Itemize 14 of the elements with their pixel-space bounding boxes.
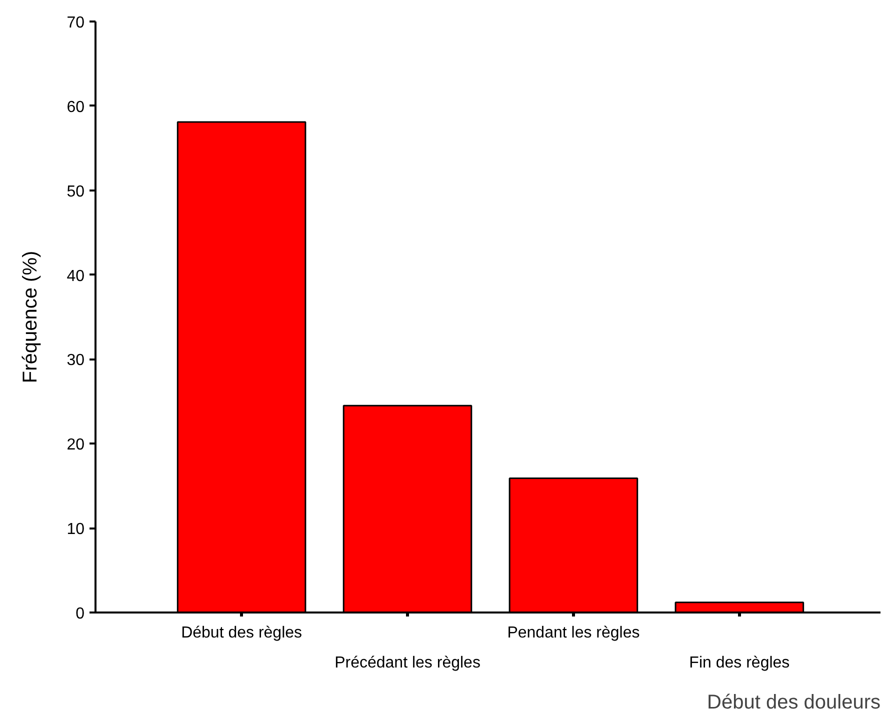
y-tick-label: 70 bbox=[66, 14, 85, 32]
x-tick-label: Précédant les règles bbox=[334, 654, 480, 672]
y-tick-label: 30 bbox=[66, 352, 85, 370]
y-tick-label: 60 bbox=[66, 98, 85, 116]
y-tick-label: 40 bbox=[66, 268, 85, 285]
y-axis-title: Fréquence (%) bbox=[20, 250, 42, 384]
x-tick-label: Pendant les règles bbox=[507, 624, 640, 642]
x-axis-title: Début des douleurs bbox=[707, 692, 881, 714]
x-tick-label: Fin des règles bbox=[689, 654, 790, 672]
x-tick-label: Début des règles bbox=[181, 624, 302, 642]
y-tick-label: 20 bbox=[66, 436, 85, 454]
y-tick-label: 10 bbox=[66, 521, 85, 538]
y-tick-label: 50 bbox=[66, 183, 85, 200]
y-tick-label: 0 bbox=[76, 606, 85, 622]
